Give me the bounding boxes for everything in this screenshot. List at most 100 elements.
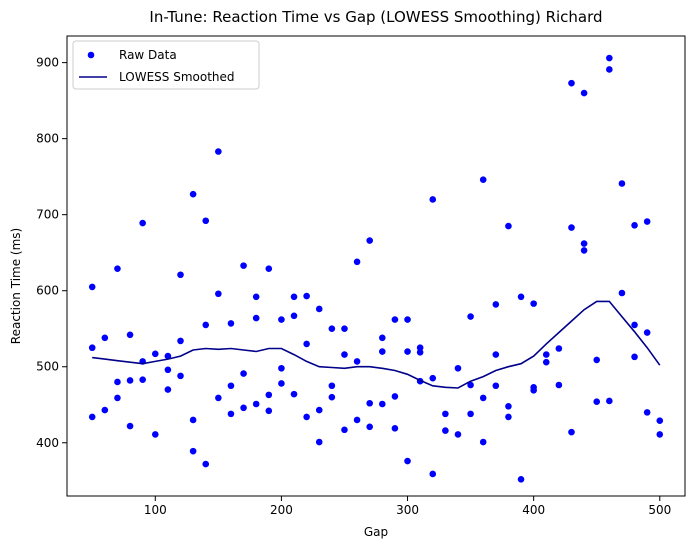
raw-data-point bbox=[290, 293, 298, 301]
raw-data-point bbox=[568, 224, 575, 231]
raw-data-point bbox=[366, 237, 373, 244]
raw-data-point bbox=[404, 457, 411, 465]
raw-data-point bbox=[568, 79, 575, 87]
raw-data-point bbox=[315, 406, 323, 414]
raw-data-point bbox=[618, 289, 626, 297]
raw-data-point bbox=[467, 410, 474, 418]
y-tick-label: 900 bbox=[36, 56, 59, 70]
raw-data-point bbox=[479, 394, 487, 402]
x-tick-label: 400 bbox=[522, 503, 545, 517]
raw-data-point bbox=[164, 352, 172, 360]
raw-data-point bbox=[303, 413, 310, 421]
raw-data-point bbox=[177, 372, 184, 380]
raw-data-point bbox=[341, 325, 348, 333]
axes-frame bbox=[66, 35, 686, 497]
raw-data-point bbox=[278, 316, 285, 323]
raw-data-point bbox=[126, 377, 134, 384]
raw-data-point bbox=[467, 313, 474, 320]
raw-data-point bbox=[593, 356, 601, 364]
raw-data-point bbox=[290, 312, 298, 320]
raw-data-point bbox=[227, 382, 235, 390]
raw-data-point bbox=[252, 293, 260, 301]
raw-data-point bbox=[139, 376, 146, 383]
raw-data-point bbox=[517, 293, 525, 301]
raw-data-point bbox=[492, 301, 500, 308]
raw-data-point bbox=[353, 258, 361, 266]
raw-data-point bbox=[303, 292, 310, 300]
raw-data-point bbox=[227, 320, 235, 327]
raw-data-point bbox=[88, 344, 96, 352]
raw-data-point bbox=[606, 66, 613, 73]
raw-data-point bbox=[467, 381, 474, 389]
raw-data-point bbox=[240, 404, 247, 412]
raw-data-point bbox=[454, 431, 462, 438]
raw-data-point bbox=[429, 196, 437, 203]
raw-data-point bbox=[265, 391, 273, 399]
legend-label: Raw Data bbox=[119, 48, 177, 62]
raw-data-point bbox=[542, 351, 550, 358]
y-tick-label: 600 bbox=[36, 284, 59, 298]
raw-data-point bbox=[215, 290, 222, 298]
y-tick-label: 400 bbox=[36, 436, 59, 450]
raw-data-point bbox=[278, 364, 285, 372]
legend-label: LOWESS Smoothed bbox=[119, 70, 235, 84]
x-tick-label: 100 bbox=[144, 503, 167, 517]
raw-data-point bbox=[492, 351, 500, 358]
raw-data-point bbox=[416, 344, 424, 352]
raw-data-point bbox=[492, 382, 500, 390]
raw-data-point bbox=[631, 321, 638, 329]
x-tick-label: 500 bbox=[648, 503, 671, 517]
raw-data-point bbox=[202, 217, 210, 225]
raw-data-point bbox=[391, 393, 399, 400]
raw-data-point bbox=[517, 475, 525, 483]
raw-data-point bbox=[505, 402, 512, 410]
raw-data-point bbox=[328, 393, 336, 401]
raw-data-point bbox=[252, 314, 260, 322]
raw-data-point bbox=[202, 321, 210, 329]
raw-data-point bbox=[164, 366, 172, 374]
raw-data-point bbox=[126, 331, 134, 339]
raw-data-point bbox=[114, 378, 121, 386]
raw-data-point bbox=[164, 386, 172, 393]
raw-data-point bbox=[215, 394, 222, 402]
raw-data-point bbox=[227, 410, 235, 418]
x-tick-label: 200 bbox=[270, 503, 293, 517]
raw-data-point bbox=[379, 400, 386, 408]
raw-data-point bbox=[505, 222, 512, 230]
raw-data-point bbox=[202, 460, 210, 468]
raw-data-point bbox=[479, 176, 487, 184]
raw-data-point bbox=[151, 431, 159, 438]
raw-data-point bbox=[580, 247, 588, 254]
raw-data-point bbox=[366, 423, 373, 431]
lowess-smoothed-line bbox=[92, 300, 661, 389]
raw-data-point bbox=[189, 447, 197, 455]
raw-data-point bbox=[530, 300, 537, 307]
y-tick-label: 800 bbox=[36, 132, 59, 146]
raw-data-point bbox=[404, 348, 411, 355]
raw-data-point bbox=[240, 262, 247, 269]
raw-data-point bbox=[303, 340, 310, 348]
raw-data-point bbox=[252, 400, 260, 408]
raw-data-point bbox=[88, 283, 96, 291]
raw-data-point bbox=[353, 416, 361, 424]
raw-data-point bbox=[114, 265, 121, 272]
x-axis-label: Gap bbox=[364, 525, 388, 539]
raw-data-point bbox=[454, 364, 462, 372]
raw-data-point bbox=[265, 265, 273, 272]
raw-data-point bbox=[442, 427, 449, 434]
raw-data-point bbox=[101, 406, 109, 414]
raw-data-point bbox=[555, 381, 563, 389]
legend-marker-raw-data bbox=[87, 51, 95, 59]
raw-data-point bbox=[505, 413, 512, 421]
chart-title: In-Tune: Reaction Time vs Gap (LOWESS Sm… bbox=[149, 8, 602, 26]
raw-data-point bbox=[429, 470, 437, 478]
raw-data-point bbox=[189, 190, 197, 198]
raw-data-point bbox=[139, 219, 146, 227]
y-tick-label: 700 bbox=[36, 208, 59, 222]
plot-area: 100 200 300 400 500 400 500 600 700 800 900 Raw Dat… bbox=[36, 35, 686, 517]
raw-data-point bbox=[643, 329, 651, 336]
raw-data-point bbox=[643, 218, 651, 225]
raw-data-point bbox=[366, 399, 373, 407]
